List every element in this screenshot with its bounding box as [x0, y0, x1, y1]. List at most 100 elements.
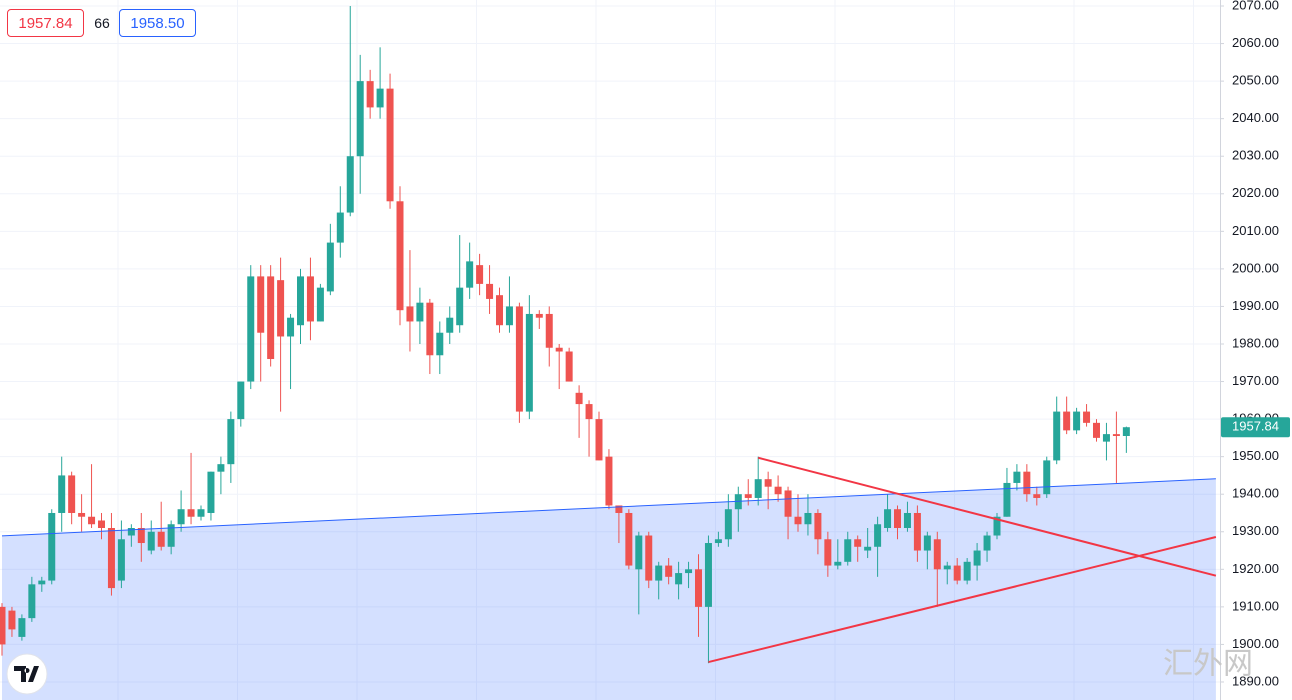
candle-body — [376, 88, 384, 108]
y-tick-label: 2010.00 — [1232, 223, 1279, 238]
candle-body — [177, 509, 185, 525]
spread: 66 — [94, 15, 110, 31]
candle-body — [237, 381, 245, 420]
candle-body — [167, 524, 175, 547]
trend-line — [1, 478, 1216, 537]
logo-glyph[interactable] — [14, 666, 39, 682]
y-tick-label: 1910.00 — [1232, 598, 1279, 613]
candle-body — [1083, 411, 1091, 423]
y-tick-label: 2060.00 — [1232, 35, 1279, 50]
y-tick-label: 2020.00 — [1232, 185, 1279, 200]
y-tick-label: 1950.00 — [1232, 448, 1279, 463]
candle-body — [1003, 482, 1011, 517]
candle-body — [436, 332, 444, 356]
trend-line — [708, 536, 1217, 664]
candle-body — [625, 512, 633, 566]
candle-body — [157, 531, 165, 547]
tv-logo[interactable] — [6, 653, 48, 695]
sell-price[interactable]: 1957.84 — [7, 9, 84, 37]
candle-body — [98, 520, 105, 529]
candle-body — [297, 276, 304, 326]
candle-body — [287, 317, 295, 337]
candle-body — [1073, 411, 1081, 431]
candle-body — [38, 580, 46, 585]
candle-body — [675, 573, 683, 585]
candle-body — [933, 539, 941, 570]
candle-body — [923, 535, 931, 551]
candle-body — [127, 528, 135, 536]
candle-body — [416, 302, 424, 322]
candle-body — [903, 512, 911, 529]
candle-body — [147, 531, 155, 551]
candle-body — [306, 276, 314, 322]
last-price-badge — [1221, 417, 1290, 438]
candle-body — [545, 313, 553, 348]
last-price-label: 1957.84 — [1232, 419, 1279, 434]
y-tick-label: 2070.00 — [1232, 0, 1279, 12]
candle-body — [396, 201, 404, 311]
y-tick-label: 2000.00 — [1232, 260, 1279, 275]
candle-body — [834, 561, 842, 566]
candle-body — [117, 539, 125, 581]
candle-body — [356, 81, 364, 157]
candle-body — [993, 516, 1001, 536]
candle-body — [28, 584, 36, 619]
candle-body — [655, 565, 663, 581]
candle-body — [346, 156, 354, 213]
y-tick-label: 1990.00 — [1232, 298, 1279, 313]
candle-body — [525, 313, 533, 412]
candle-body — [695, 569, 702, 607]
candle-body — [456, 287, 464, 326]
y-tick-label: 2050.00 — [1232, 73, 1279, 88]
candle-body — [894, 509, 901, 529]
candle-body — [854, 539, 862, 547]
candle-body — [1033, 494, 1041, 498]
candle-body — [217, 464, 225, 472]
y-tick-label: 1930.00 — [1232, 523, 1279, 538]
candle-body — [1043, 460, 1051, 495]
logo-circle[interactable] — [6, 653, 48, 695]
candle-body — [207, 471, 215, 513]
y-tick-label: 2040.00 — [1232, 110, 1279, 125]
candle-body — [58, 475, 66, 513]
candle-body — [78, 512, 86, 517]
candle-body — [476, 265, 484, 284]
candle-body — [247, 276, 255, 382]
candle-body — [565, 351, 573, 382]
trend-zone — [2, 478, 1216, 700]
grid — [0, 0, 1220, 700]
candle-body — [386, 88, 394, 202]
candle-body — [804, 512, 812, 525]
candle-body — [0, 606, 6, 645]
y-tick-label: 1980.00 — [1232, 335, 1279, 350]
candle-body — [555, 347, 563, 352]
candle-body — [277, 280, 285, 337]
candle-body — [1122, 427, 1130, 436]
candle-body — [486, 283, 494, 299]
candle-body — [635, 535, 643, 570]
plot-area — [0, 6, 1217, 700]
candle-body — [1112, 434, 1120, 436]
candle-body — [714, 539, 722, 544]
candle-body — [744, 494, 752, 498]
candle-body — [316, 287, 324, 322]
candle-body — [426, 302, 434, 356]
candle-body — [1053, 411, 1061, 461]
candle-body — [724, 509, 732, 540]
candle-body — [764, 479, 772, 487]
candle-body — [18, 618, 26, 637]
buy-price[interactable]: 1958.50 — [119, 9, 196, 37]
y-tick-label: 1970.00 — [1232, 373, 1279, 388]
candle-body — [8, 610, 16, 630]
candle-body — [1102, 434, 1110, 442]
candle-body — [814, 512, 822, 540]
y-tick-label: 1900.00 — [1232, 636, 1279, 651]
candle-body — [446, 317, 454, 333]
candle-body — [1013, 471, 1021, 483]
candle-body — [1063, 411, 1071, 431]
candle-body — [864, 546, 872, 551]
candle-body — [665, 565, 673, 577]
y-tick-label: 1940.00 — [1232, 486, 1279, 501]
candle-body — [844, 539, 852, 562]
